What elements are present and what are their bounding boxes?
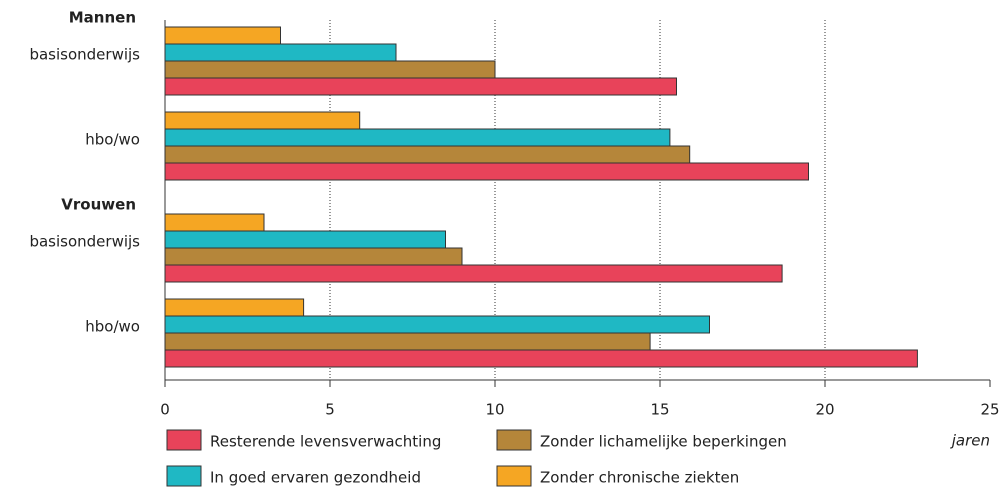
group-label: Mannen <box>69 9 136 27</box>
bar <box>164 26 281 45</box>
legend-label: In goed ervaren gezondheid <box>210 469 421 487</box>
x-tick-label: 15 <box>650 401 669 419</box>
legend-swatch <box>166 465 202 487</box>
legend-swatch <box>166 429 202 451</box>
category-label: hbo/wo <box>85 131 140 149</box>
legend-label: Zonder chronische ziekten <box>540 469 739 487</box>
bar <box>164 264 783 283</box>
x-tick-label: 20 <box>815 401 834 419</box>
bar <box>164 43 397 62</box>
x-tick-label: 10 <box>485 401 504 419</box>
bar <box>164 128 671 147</box>
bar <box>164 247 463 266</box>
bar <box>164 145 691 164</box>
bar <box>164 298 305 317</box>
category-label: hbo/wo <box>85 318 140 336</box>
bar <box>164 230 446 249</box>
category-label: basisonderwijs <box>29 233 140 251</box>
legend-swatch <box>496 429 532 451</box>
x-tick-label: 5 <box>325 401 335 419</box>
x-tick-label: 0 <box>160 401 170 419</box>
bar <box>164 349 918 368</box>
category-label: basisonderwijs <box>29 46 140 64</box>
bar <box>164 315 710 334</box>
legend-label: Resterende levensverwachting <box>210 433 441 451</box>
group-label: Vrouwen <box>61 196 136 214</box>
bar <box>164 111 361 130</box>
bar <box>164 213 265 232</box>
legend-label: Zonder lichamelijke beperkingen <box>540 433 787 451</box>
legend-swatch <box>496 465 532 487</box>
bar <box>164 162 809 181</box>
bar <box>164 332 651 351</box>
unit-label: jaren <box>950 432 990 450</box>
bar <box>164 77 677 96</box>
bar <box>164 60 496 79</box>
x-tick-label: 25 <box>980 401 999 419</box>
